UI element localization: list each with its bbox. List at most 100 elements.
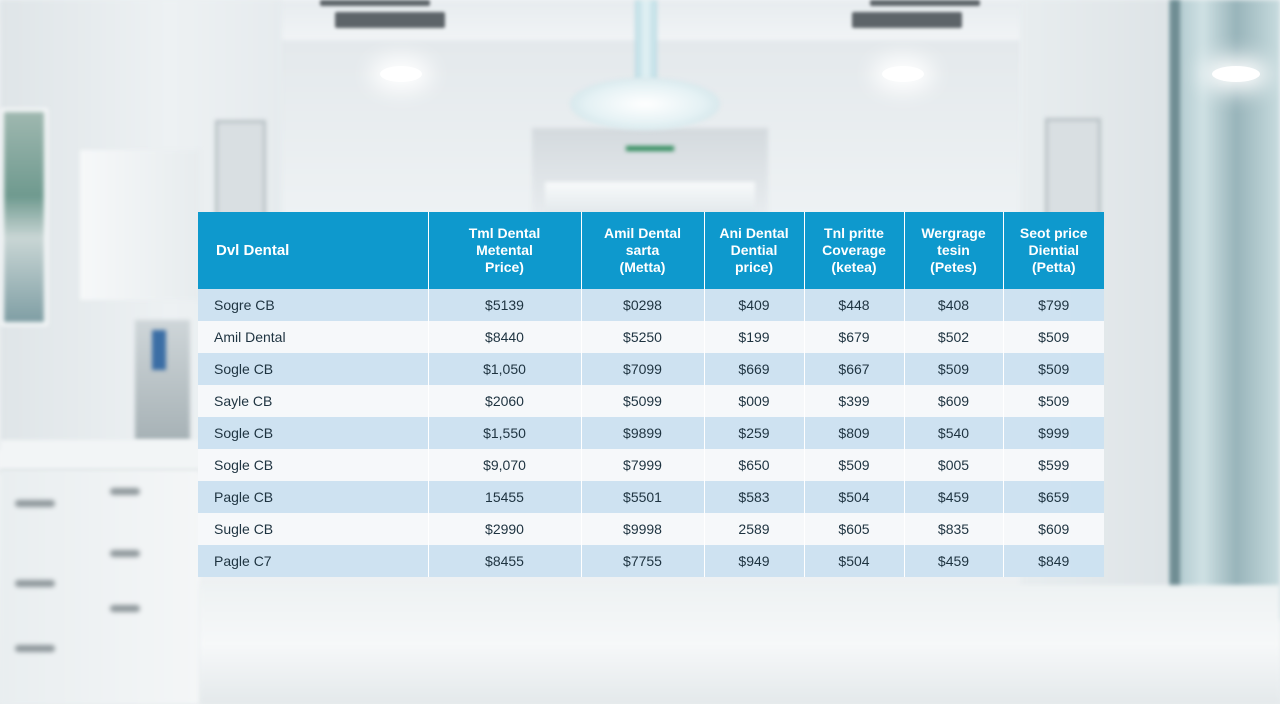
drawer-handle xyxy=(15,500,55,507)
price-cell: $999 xyxy=(1003,417,1104,449)
price-cell: $809 xyxy=(804,417,905,449)
column-header-text: Seot price xyxy=(1019,225,1088,241)
upper-cabinet xyxy=(80,150,200,300)
ceiling-vent xyxy=(852,12,962,28)
plan-name-cell: Pagle CB xyxy=(198,481,429,513)
column-header-text: (ketea) xyxy=(831,259,877,275)
ceiling-light xyxy=(1212,66,1260,82)
plan-name-cell: Pagle C7 xyxy=(198,545,429,577)
price-cell: $0298 xyxy=(581,289,705,321)
price-cell: $7755 xyxy=(581,545,705,577)
column-header-text: Tnl pritte xyxy=(824,225,884,241)
price-cell: $9899 xyxy=(581,417,705,449)
price-cell: $509 xyxy=(1003,321,1104,353)
price-cell: $502 xyxy=(904,321,1004,353)
drawer-handle xyxy=(15,645,55,652)
price-cell: $799 xyxy=(1003,289,1104,321)
price-cell: $8455 xyxy=(428,545,582,577)
table-row: Sogle CB $1,050 $7099 $669 $667 $509 $509 xyxy=(198,353,1104,385)
column-header-text: (Petta) xyxy=(1031,259,1076,275)
ceiling-lamp xyxy=(570,78,720,130)
column-header-text: tesin xyxy=(937,242,970,258)
table-row: Sogle CB $1,550 $9899 $259 $809 $540 $999 xyxy=(198,417,1104,449)
price-cell: $509 xyxy=(1003,353,1104,385)
column-header: Amil Dental sarta (Metta) xyxy=(581,212,705,289)
price-cell: $504 xyxy=(804,481,905,513)
price-cell: $2990 xyxy=(428,513,582,545)
price-cell: 15455 xyxy=(428,481,582,513)
wall-equipment xyxy=(152,330,166,370)
drawer-handle xyxy=(110,550,140,557)
table-body: Sogre CB $5139 $0298 $409 $448 $408 $799 Amil D… xyxy=(198,289,1104,577)
column-header: Ani Dental Dential price) xyxy=(704,212,805,289)
price-cell: $009 xyxy=(704,385,805,417)
price-cell: $459 xyxy=(904,481,1004,513)
column-header: Seot price Diential (Petta) xyxy=(1003,212,1104,289)
price-cell: $669 xyxy=(704,353,805,385)
price-cell: $199 xyxy=(704,321,805,353)
price-cell: $1,050 xyxy=(428,353,582,385)
column-header-text: Dvl Dental xyxy=(216,242,290,259)
price-cell: $605 xyxy=(804,513,905,545)
column-header-text: Ani Dental xyxy=(719,225,789,241)
ceiling-lamp-arm xyxy=(635,0,657,80)
column-header-text: Price) xyxy=(485,259,524,275)
price-cell: $679 xyxy=(804,321,905,353)
column-header-text: Dential xyxy=(730,242,778,258)
column-header-text: Tml Dental xyxy=(468,225,541,241)
price-cell: $408 xyxy=(904,289,1004,321)
table-header-row: Dvl Dental Tml Dental Metental Price) Amil D… xyxy=(198,212,1104,289)
price-cell: $835 xyxy=(904,513,1004,545)
column-header-text: (Metta) xyxy=(619,259,666,275)
price-cell: $448 xyxy=(804,289,905,321)
plan-name-cell: Sugle CB xyxy=(198,513,429,545)
drawer-handle xyxy=(15,580,55,587)
table-row: Sogre CB $5139 $0298 $409 $448 $408 $799 xyxy=(198,289,1104,321)
price-cell: $509 xyxy=(904,353,1004,385)
price-cell: $583 xyxy=(704,481,805,513)
price-cell: $509 xyxy=(804,449,905,481)
price-cell: $650 xyxy=(704,449,805,481)
column-header-text: price) xyxy=(734,259,774,275)
plan-name-cell: Sogle CB xyxy=(198,449,429,481)
column-header: Tml Dental Metental Price) xyxy=(428,212,582,289)
column-header-text: sarta xyxy=(625,242,660,258)
column-header-text: (Petes) xyxy=(930,259,977,275)
price-cell: $259 xyxy=(704,417,805,449)
column-header: Tnl pritte Coverage (ketea) xyxy=(804,212,905,289)
plan-name-cell: Sayle CB xyxy=(198,385,429,417)
column-header: Wergrage tesin (Petes) xyxy=(904,212,1004,289)
price-cell: $509 xyxy=(1003,385,1104,417)
price-cell: $1,550 xyxy=(428,417,582,449)
price-cell: $609 xyxy=(1003,513,1104,545)
price-cell: $7999 xyxy=(581,449,705,481)
price-cell: $599 xyxy=(1003,449,1104,481)
ceiling-vent xyxy=(335,12,445,28)
price-table-panel: Dvl Dental Tml Dental Metental Price) Amil D… xyxy=(198,212,1104,577)
price-cell: $5501 xyxy=(581,481,705,513)
price-cell: $949 xyxy=(704,545,805,577)
logo-mark xyxy=(626,146,674,151)
side-door xyxy=(1045,118,1101,224)
table-row: Sogle CB $9,070 $7999 $650 $509 $005 $599 xyxy=(198,449,1104,481)
price-cell: $849 xyxy=(1003,545,1104,577)
price-cell: $9,070 xyxy=(428,449,582,481)
price-cell: $7099 xyxy=(581,353,705,385)
price-cell: $609 xyxy=(904,385,1004,417)
price-cell: $5139 xyxy=(428,289,582,321)
ceiling-vent xyxy=(320,0,430,6)
plan-name-cell: Amil Dental xyxy=(198,321,429,353)
drawer-handle xyxy=(110,605,140,612)
ceiling-light xyxy=(380,66,422,82)
ceiling-vent xyxy=(870,0,980,6)
glass-window xyxy=(1170,0,1280,620)
price-cell: $667 xyxy=(804,353,905,385)
table-row: Amil Dental $8440 $5250 $199 $679 $502 $509 xyxy=(198,321,1104,353)
table-row: Sugle CB $2990 $9998 2589 $605 $835 $609 xyxy=(198,513,1104,545)
plan-name-cell: Sogle CB xyxy=(198,417,429,449)
counter-top xyxy=(0,440,200,473)
floor xyxy=(200,585,1280,704)
window-frame xyxy=(1170,0,1180,640)
price-cell: $399 xyxy=(804,385,905,417)
